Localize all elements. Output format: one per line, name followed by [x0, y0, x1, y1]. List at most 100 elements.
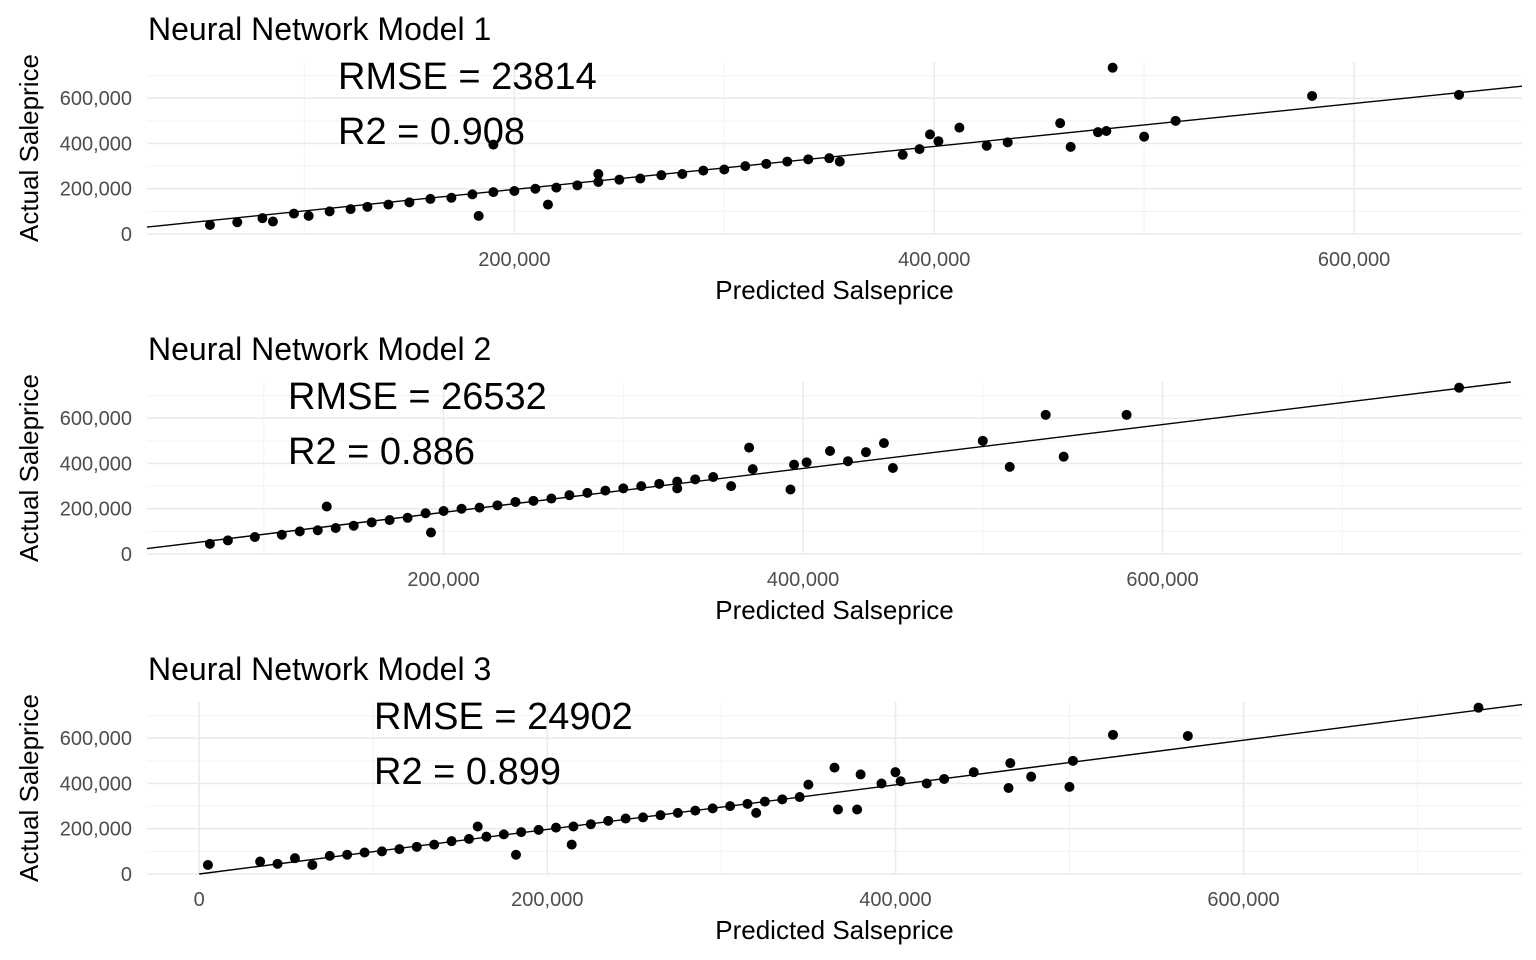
data-point: [232, 217, 243, 228]
data-point: [420, 508, 431, 519]
data-point: [690, 474, 701, 485]
data-point: [267, 216, 278, 227]
panel-1: 200,000 400,000 600,000 0 200,000 400,000 600,…: [14, 11, 1523, 305]
data-point: [402, 512, 413, 523]
data-point: [366, 517, 377, 528]
data-point: [593, 176, 604, 187]
x-tick-label: 400,000: [859, 889, 931, 911]
y-tick-label: 0: [121, 864, 132, 886]
data-point: [855, 769, 866, 780]
data-point: [1067, 755, 1078, 766]
data-point: [404, 197, 415, 208]
data-point: [751, 807, 762, 818]
fit-line: [146, 381, 1511, 550]
data-point: [656, 170, 667, 181]
data-point: [747, 464, 758, 475]
rmse-annotation: RMSE = 26532: [288, 376, 547, 418]
data-point: [890, 767, 901, 778]
chart-title: Neural Network Model 3: [148, 651, 491, 687]
data-point: [824, 153, 835, 164]
data-point: [542, 199, 553, 210]
x-tick-label: 600,000: [1207, 889, 1279, 911]
y-axis-title: Actual Saleprice: [14, 694, 44, 882]
data-point: [832, 804, 843, 815]
data-point: [829, 762, 840, 773]
r2-annotation: R2 = 0.886: [288, 431, 475, 473]
x-tick-label: 600,000: [1126, 569, 1198, 591]
y-tick-label: 600,000: [60, 728, 132, 750]
data-point: [719, 164, 730, 175]
data-point: [510, 849, 521, 860]
data-point: [488, 139, 499, 150]
data-point: [509, 186, 520, 196]
data-point: [620, 813, 631, 824]
data-point: [376, 846, 387, 857]
data-point: [636, 481, 647, 492]
data-point: [473, 210, 484, 221]
data-point: [294, 526, 305, 537]
data-point: [614, 174, 625, 185]
y-axis-title: Actual Saleprice: [14, 54, 44, 242]
data-point: [572, 180, 583, 191]
data-point: [834, 156, 845, 167]
data-point: [785, 484, 796, 495]
x-axis-title: Predicted Salseprice: [715, 915, 953, 945]
data-point: [1003, 783, 1014, 793]
data-point: [446, 192, 457, 203]
data-point: [1005, 758, 1016, 769]
data-point: [510, 496, 521, 507]
y-tick-label: 200,000: [60, 819, 132, 841]
y-tick-label: 0: [121, 224, 132, 246]
data-point: [981, 140, 992, 151]
x-tick-label: 200,000: [478, 249, 550, 271]
data-point: [600, 485, 611, 496]
data-point: [860, 447, 871, 458]
r2-annotation: R2 = 0.899: [374, 751, 561, 793]
data-point: [530, 183, 541, 194]
data-point: [383, 199, 394, 210]
data-point: [1139, 131, 1150, 142]
data-point: [1064, 781, 1075, 792]
data-point: [1065, 141, 1076, 152]
x-tick-label: 200,000: [511, 889, 583, 911]
data-point: [202, 859, 213, 870]
x-tick-label: 400,000: [898, 249, 970, 271]
x-tick-label: 400,000: [767, 569, 839, 591]
data-point: [307, 859, 318, 870]
data-point: [933, 136, 944, 147]
data-point: [1004, 461, 1015, 472]
data-point: [654, 478, 665, 489]
data-point: [852, 804, 863, 815]
data-point: [977, 435, 988, 446]
data-point: [566, 839, 577, 850]
data-point: [1170, 115, 1181, 126]
data-point: [1058, 451, 1069, 462]
rmse-annotation: RMSE = 24902: [374, 696, 633, 738]
r2-annotation: R2 = 0.908: [338, 111, 525, 153]
data-point: [914, 144, 925, 155]
x-tick-label: 0: [194, 889, 205, 911]
data-point: [744, 442, 755, 453]
fit-line: [199, 703, 1523, 875]
x-tick-label: 200,000: [407, 569, 479, 591]
data-point: [204, 219, 215, 230]
y-axis-title: Actual Saleprice: [14, 374, 44, 562]
y-tick-label: 200,000: [60, 499, 132, 521]
data-point: [456, 503, 467, 514]
data-point: [288, 208, 299, 219]
data-point: [789, 459, 800, 470]
data-point: [726, 481, 737, 492]
data-point: [1182, 730, 1193, 741]
data-point: [324, 850, 335, 861]
data-point: [472, 821, 483, 832]
data-point: [438, 506, 449, 516]
y-tick-label: 200,000: [60, 179, 132, 201]
y-tick-label: 400,000: [60, 453, 132, 475]
x-axis-title: Predicted Salseprice: [715, 275, 953, 305]
data-point: [1107, 62, 1118, 73]
data-point: [249, 532, 260, 543]
data-point: [842, 456, 853, 467]
y-tick-label: 600,000: [60, 408, 132, 430]
data-point: [878, 438, 889, 449]
